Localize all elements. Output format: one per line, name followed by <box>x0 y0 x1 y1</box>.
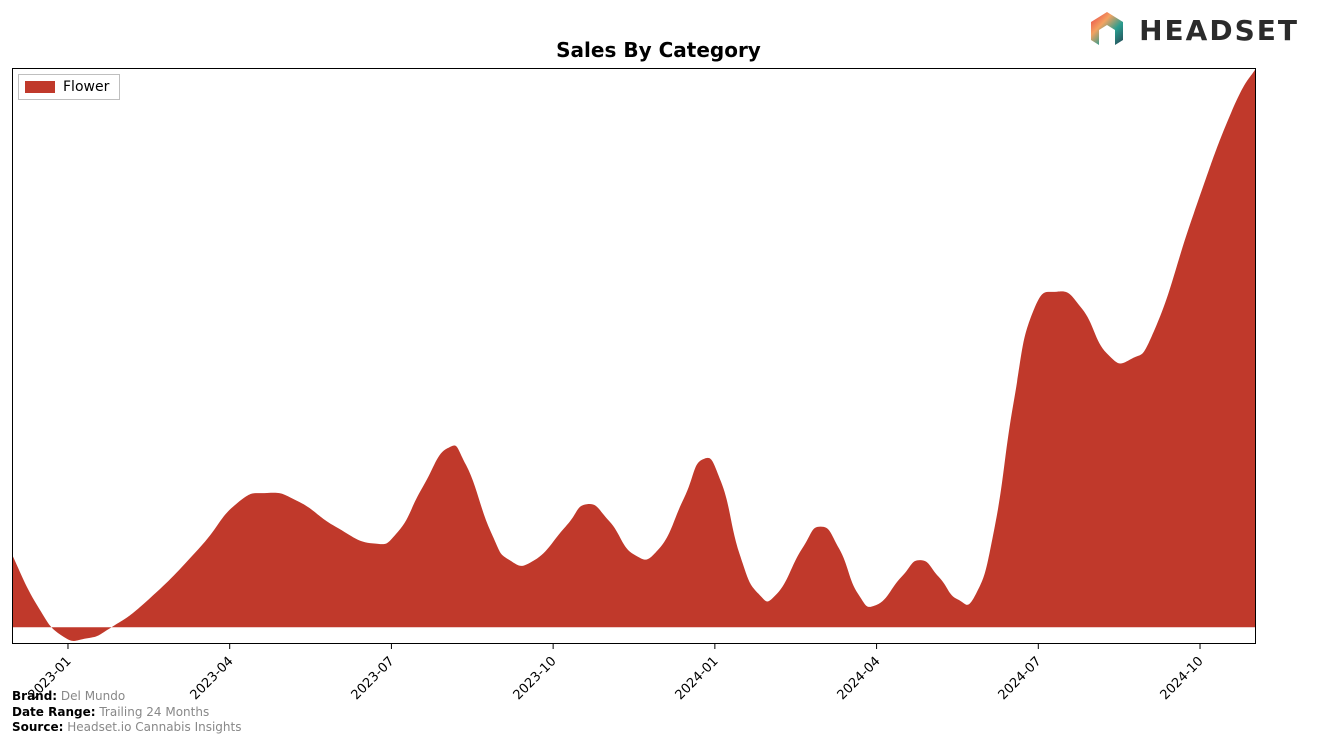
legend-swatch <box>25 81 55 93</box>
area-series-flower <box>12 68 1256 641</box>
chart-container: Sales By Category HEADSET Flower 2023-01… <box>0 0 1317 746</box>
x-tick-label: 2024-10 <box>1158 654 1207 703</box>
plot-area: Flower <box>12 68 1256 644</box>
x-tick-label: 2024-01 <box>672 654 721 703</box>
brand-logo: HEADSET <box>1085 8 1299 52</box>
legend: Flower <box>18 74 120 100</box>
brand-logo-text: HEADSET <box>1139 14 1299 47</box>
footer-metadata: Brand: Del Mundo Date Range: Trailing 24… <box>12 689 241 736</box>
x-tick-label: 2023-07 <box>349 654 398 703</box>
footer-date-range: Date Range: Trailing 24 Months <box>12 705 241 721</box>
x-tick-label: 2024-04 <box>834 654 883 703</box>
area-chart-svg <box>12 68 1256 650</box>
x-tick-label: 2023-10 <box>511 654 560 703</box>
x-tick-label: 2024-07 <box>996 654 1045 703</box>
headset-logo-icon <box>1085 8 1129 52</box>
footer-brand: Brand: Del Mundo <box>12 689 241 705</box>
footer-source: Source: Headset.io Cannabis Insights <box>12 720 241 736</box>
legend-label: Flower <box>63 79 109 95</box>
